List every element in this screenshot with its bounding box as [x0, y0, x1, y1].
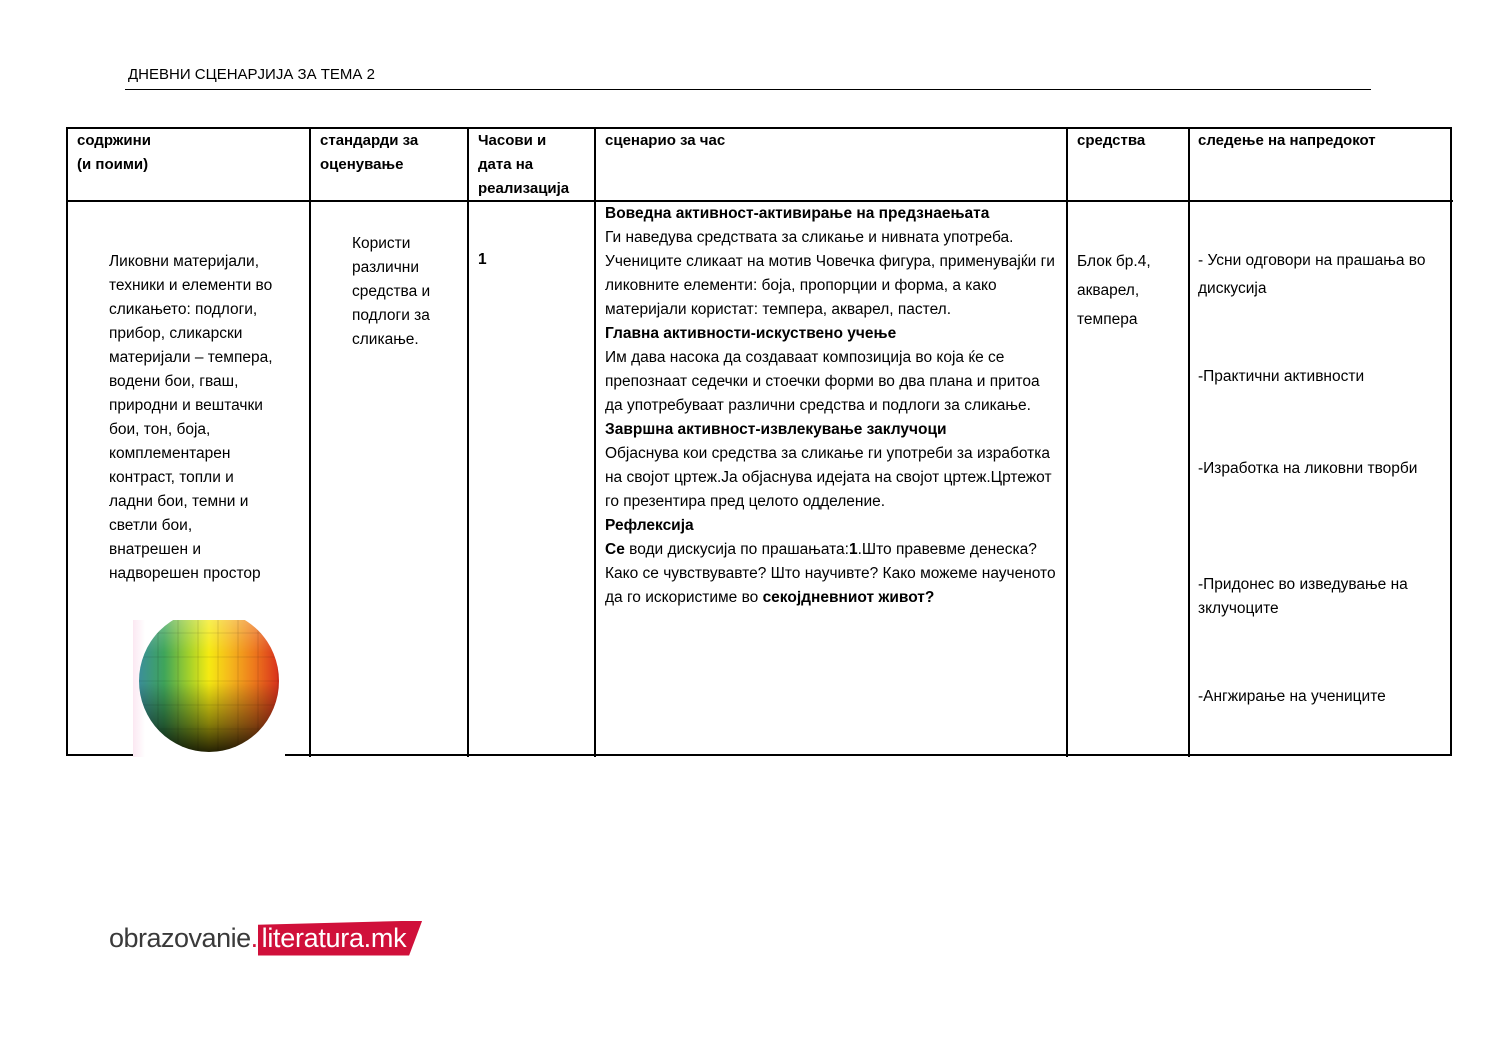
logo-text-highlight: literatura.mk	[257, 920, 423, 956]
lesson-table	[66, 127, 1452, 756]
main-heading: Главна активности-искуствено учење	[605, 325, 897, 342]
reflection-part: .Што правевме денеска? Како се чувствува…	[605, 541, 1056, 606]
header-line: оценување	[320, 156, 404, 173]
site-logo: obrazovanie. literatura.mk	[109, 916, 423, 960]
monitoring-item: -Изработка на ликовни творби	[1198, 460, 1418, 477]
header-scenario: сценарио за час	[605, 132, 726, 149]
final-text: Објаснува кои средства за сликање ги упо…	[605, 445, 1052, 510]
resource-item: темпера	[1077, 311, 1138, 328]
header-line: стандарди за	[320, 132, 419, 149]
header-resources: средства	[1077, 132, 1146, 149]
header-hours: Часови и дата на реализација	[478, 129, 569, 201]
resource-item: Блок бр.4,	[1077, 253, 1151, 270]
content-line: бои, тон, боја,	[109, 421, 211, 438]
final-heading: Завршна активност-извлекување заклучоци	[605, 421, 947, 438]
color-sphere-image	[133, 620, 285, 757]
content-cell: Ликовни материјали, техники и елементи в…	[109, 250, 273, 586]
header-divider	[66, 200, 1453, 202]
standards-line: подлоги за	[352, 307, 430, 324]
standards-line: Користи	[352, 235, 411, 252]
logo-text: obrazovanie	[109, 922, 251, 953]
document-title: ДНЕВНИ СЦЕНАРЈИЈА ЗА ТЕМА 2	[128, 66, 375, 83]
content-line: Ликовни материјали,	[109, 253, 259, 270]
header-line: Часови и	[478, 132, 547, 149]
content-line: природни и вештачки	[109, 397, 263, 414]
header-line: дата на	[478, 156, 534, 173]
reflection-part: Се	[605, 541, 625, 558]
content-line: водени бои, гваш,	[109, 373, 239, 390]
column-divider	[309, 127, 311, 757]
content-line: материјали – темпера,	[109, 349, 273, 366]
column-divider	[1066, 127, 1068, 757]
header-monitoring: следење на напредокот	[1198, 132, 1376, 149]
header-standards: стандарди за оценување	[320, 129, 418, 177]
scenario-cell: Воведна активност-активирање на предзнае…	[605, 202, 1057, 610]
reflection-part: води дискусија по прашањата:	[624, 541, 849, 558]
header-line: реализација	[478, 180, 570, 197]
content-line: комплементарен	[109, 445, 231, 462]
content-line: контраст, топли и	[109, 469, 234, 486]
intro-text: Ги наведува средствата за сликање и нивн…	[605, 229, 1055, 318]
resources-cell: Блок бр.4, акварел, темпера	[1077, 247, 1151, 334]
header-line: содржини	[77, 132, 151, 149]
reflection-text: Се води дискусија по прашањата:1.Што пра…	[605, 538, 1057, 610]
standards-line: сликање.	[352, 331, 419, 348]
monitoring-item: - Усни одговори на прашања во дискусија	[1198, 252, 1426, 297]
color-sphere-icon	[139, 620, 279, 752]
standards-line: различни	[352, 259, 419, 276]
column-divider	[1188, 127, 1190, 757]
header-content: содржини (и поими)	[77, 129, 151, 177]
content-line: внатрешен и	[109, 541, 201, 558]
title-underline	[125, 89, 1371, 90]
intro-heading: Воведна активност-активирање на предзнае…	[605, 205, 990, 222]
header-line: (и поими)	[77, 156, 149, 173]
monitoring-item: -Практични активности	[1198, 368, 1365, 385]
standards-cell: Користи различни средства и подлоги за с…	[352, 232, 430, 352]
hours-cell: 1	[478, 251, 487, 268]
content-line: техники и елементи во	[109, 277, 273, 294]
content-line: ладни бои, темни и	[109, 493, 249, 510]
logo-dot: .	[250, 922, 259, 953]
content-line: прибор, сликарски	[109, 325, 243, 342]
column-divider	[594, 127, 596, 757]
content-line: надворешен простор	[109, 565, 261, 582]
monitoring-item: -Придонес во изведување на зклучоците	[1198, 576, 1408, 617]
content-line: светли бои,	[109, 517, 193, 534]
standards-line: средства и	[352, 283, 431, 300]
monitoring-item: -Ангжирање на учениците	[1198, 688, 1386, 705]
reflection-part: 1	[848, 541, 858, 558]
resource-item: акварел,	[1077, 282, 1140, 299]
column-divider	[467, 127, 469, 757]
content-line: сликањето: подлоги,	[109, 301, 258, 318]
main-text: Им дава насока да создаваат композиција …	[605, 349, 1040, 414]
reflection-part: секојдневниот живот?	[762, 589, 935, 606]
reflection-heading: Рефлексија	[605, 517, 694, 534]
